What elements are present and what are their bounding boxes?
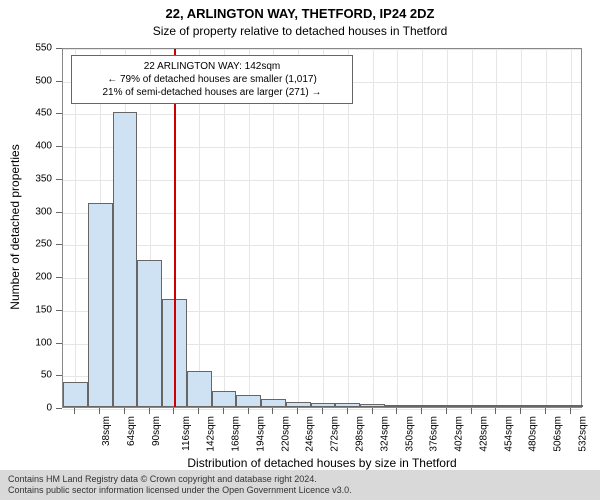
y-tick-label: 300 xyxy=(0,206,52,217)
histogram-bar xyxy=(113,112,138,407)
histogram-bar xyxy=(63,382,88,407)
y-tick-label: 100 xyxy=(0,337,52,348)
y-tick-label: 50 xyxy=(0,370,52,381)
x-tick-label: 532sqm xyxy=(577,416,588,452)
y-tick-label: 0 xyxy=(0,403,52,414)
chart-title: 22, ARLINGTON WAY, THETFORD, IP24 2DZ xyxy=(0,6,600,21)
histogram-bar xyxy=(311,403,336,407)
annotation-box: 22 ARLINGTON WAY: 142sqm← 79% of detache… xyxy=(71,55,353,104)
x-tick-label: 428sqm xyxy=(478,416,489,452)
x-axis-label: Distribution of detached houses by size … xyxy=(62,456,582,470)
plot-area: 22 ARLINGTON WAY: 142sqm← 79% of detache… xyxy=(62,48,582,408)
chart-subtitle: Size of property relative to detached ho… xyxy=(0,24,600,38)
x-tick-label: 194sqm xyxy=(256,416,267,452)
x-tick-label: 220sqm xyxy=(280,416,291,452)
histogram-bar xyxy=(509,405,534,407)
histogram-bar xyxy=(335,403,360,407)
histogram-bar xyxy=(533,405,558,407)
x-tick-label: 454sqm xyxy=(503,416,514,452)
annotation-line: 21% of semi-detached houses are larger (… xyxy=(80,86,344,99)
x-tick-label: 90sqm xyxy=(151,416,162,446)
y-tick-label: 250 xyxy=(0,239,52,250)
annotation-line: 22 ARLINGTON WAY: 142sqm xyxy=(80,60,344,73)
x-tick-label: 324sqm xyxy=(379,416,390,452)
annotation-line: ← 79% of detached houses are smaller (1,… xyxy=(80,73,344,86)
x-tick-label: 350sqm xyxy=(404,416,415,452)
x-tick-label: 506sqm xyxy=(553,416,564,452)
histogram-bar xyxy=(286,402,311,407)
histogram-bar xyxy=(385,405,410,407)
chart-container: { "title": { "text": "22, ARLINGTON WAY,… xyxy=(0,0,600,500)
histogram-bar xyxy=(360,404,385,407)
histogram-bar xyxy=(558,405,583,407)
histogram-bar xyxy=(459,405,484,407)
x-tick-label: 402sqm xyxy=(454,416,465,452)
y-tick-label: 500 xyxy=(0,75,52,86)
x-tick-label: 480sqm xyxy=(528,416,539,452)
y-tick-label: 150 xyxy=(0,304,52,315)
y-tick-label: 450 xyxy=(0,108,52,119)
y-axis-label: Number of detached properties xyxy=(8,47,22,407)
x-tick-label: 64sqm xyxy=(126,416,137,446)
histogram-bar xyxy=(212,391,237,407)
y-tick-label: 550 xyxy=(0,43,52,54)
histogram-bar xyxy=(410,405,435,407)
histogram-bar xyxy=(137,260,162,407)
y-tick-label: 350 xyxy=(0,173,52,184)
x-tick-label: 142sqm xyxy=(206,416,217,452)
x-tick-label: 376sqm xyxy=(429,416,440,452)
attribution-line: Contains HM Land Registry data © Crown c… xyxy=(8,474,592,485)
histogram-bar xyxy=(261,399,286,407)
histogram-bar xyxy=(484,405,509,407)
attribution-footer: Contains HM Land Registry data © Crown c… xyxy=(0,470,600,500)
x-tick-label: 38sqm xyxy=(101,416,112,446)
x-tick-label: 298sqm xyxy=(355,416,366,452)
histogram-bar xyxy=(434,405,459,407)
y-tick-label: 400 xyxy=(0,141,52,152)
histogram-bar xyxy=(187,371,212,407)
x-tick-label: 116sqm xyxy=(181,416,192,451)
attribution-line: Contains public sector information licen… xyxy=(8,485,592,496)
x-tick-label: 246sqm xyxy=(305,416,316,452)
histogram-bar xyxy=(236,395,261,407)
x-tick-label: 168sqm xyxy=(231,416,242,452)
y-tick-label: 200 xyxy=(0,272,52,283)
x-tick-label: 272sqm xyxy=(330,416,341,452)
histogram-bar xyxy=(88,203,113,407)
